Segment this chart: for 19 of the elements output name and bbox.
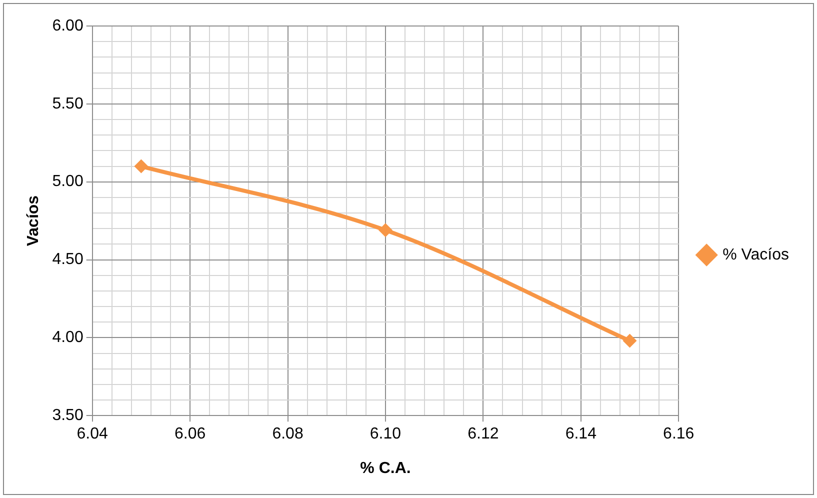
x-tick-label: 6.12 [468, 426, 499, 443]
x-tick-label: 6.10 [370, 426, 402, 443]
y-tick-label: 3.50 [52, 407, 84, 424]
x-tick-label: 6.06 [174, 426, 206, 443]
y-tick-label: 5.00 [52, 173, 84, 190]
y-axis-title: Vacíos [25, 195, 42, 246]
x-tick-label: 6.04 [76, 426, 108, 443]
point [622, 334, 637, 348]
y-tick-label: 6.00 [52, 17, 84, 34]
point [134, 159, 148, 174]
y-tick-label: 5.50 [52, 95, 84, 112]
x-tick-label: 6.16 [663, 426, 694, 443]
point [378, 223, 392, 238]
y-tick-label: 4.50 [52, 251, 84, 268]
x-tick-label: 6.14 [565, 426, 597, 443]
legend-label: % Vacíos [722, 246, 790, 264]
x-axis-title: % C.A. [360, 460, 411, 477]
x-tick-label: 6.08 [272, 426, 304, 443]
y-tick-label: 4.00 [52, 329, 84, 346]
